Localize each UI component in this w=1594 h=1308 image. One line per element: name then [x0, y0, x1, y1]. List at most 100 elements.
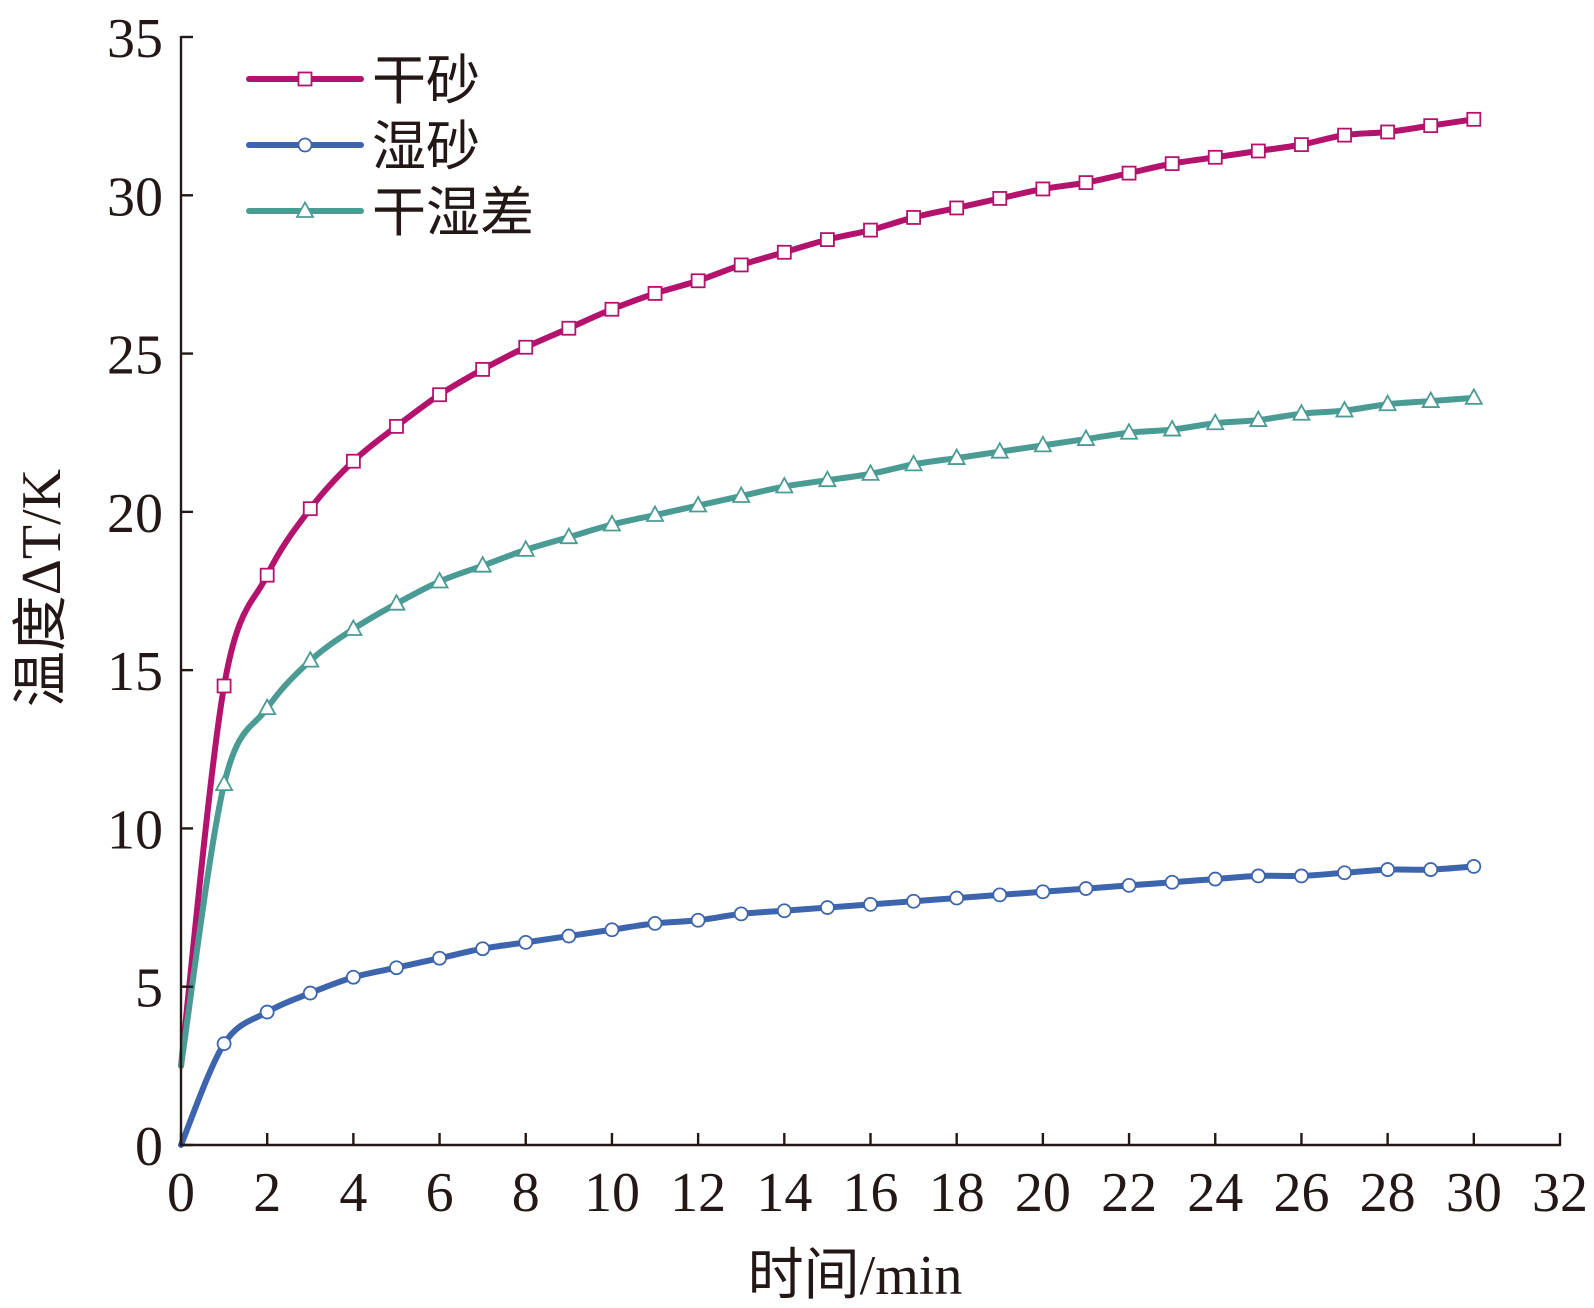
series-dry-wet-difference-point	[1119, 422, 1139, 440]
series-wet-sand-point	[216, 1036, 232, 1052]
y-tick-label: 15	[107, 641, 163, 703]
x-tick-label: 10	[584, 1162, 640, 1224]
y-tick-label: 10	[107, 799, 163, 861]
series-dry-sand-point	[647, 286, 663, 301]
series-dry-sand-point	[1423, 118, 1439, 134]
series-dry-sand-point	[604, 301, 620, 317]
series-dry-sand-point	[475, 361, 491, 377]
y-tick-label: 20	[107, 483, 163, 545]
series-dry-wet-difference-point	[473, 555, 493, 573]
series-dry-sand-point	[216, 678, 232, 694]
series-dry-sand-point	[949, 200, 965, 216]
series-wet-sand-point	[1035, 884, 1051, 900]
series-dry-wet-difference-point	[1033, 435, 1053, 453]
series-dry-wet-difference-point	[257, 697, 277, 716]
series-dry-sand-point	[1337, 127, 1352, 143]
series-wet-sand-point	[432, 950, 447, 966]
series-dry-sand	[178, 111, 1482, 1069]
series-dry-sand-point	[1035, 181, 1051, 197]
x-tick-label: 8	[512, 1162, 540, 1224]
legend-marker-dry-wet-difference	[295, 200, 315, 218]
series-wet-sand-point	[1423, 862, 1439, 877]
series-dry-sand-point	[906, 210, 921, 225]
y-tick-label: 25	[107, 325, 163, 387]
series-wet-sand-point	[1121, 878, 1137, 893]
series-dry-wet-difference-point	[1421, 390, 1441, 408]
series-wet-sand-point	[949, 890, 965, 906]
x-tick-label: 4	[339, 1162, 367, 1224]
series-dry-sand-point	[1466, 111, 1482, 127]
series-dry-sand-point	[1164, 156, 1180, 172]
y-tick-label: 0	[135, 1116, 163, 1178]
legend-label-dry-wet-difference: 干湿差	[372, 183, 534, 243]
series-dry-wet-difference-line	[178, 394, 1477, 1069]
series-wet-sand-point	[1380, 862, 1396, 877]
series-dry-sand-point	[992, 191, 1008, 206]
series-dry-wet-difference-point	[343, 618, 363, 636]
series-dry-sand-point	[733, 257, 749, 273]
y-tick-label: 30	[107, 166, 163, 228]
tick-layer: 0 2 4 6 8 10 12 14 16 18 20 22 24 26 28 30 3205101520253…	[107, 8, 1588, 1224]
series-dry-sand-point	[1250, 143, 1266, 159]
series-dry-wet-difference-point	[300, 650, 320, 668]
series-dry-wet-difference-point	[731, 485, 751, 503]
x-tick-label: 20	[1015, 1162, 1071, 1224]
series-wet-sand-point	[475, 941, 491, 957]
series-dry-sand-point	[561, 320, 577, 336]
series-dry-wet-difference-point	[774, 476, 794, 494]
series-dry-wet-difference-point	[990, 441, 1010, 459]
series-dry-sand-point	[1121, 165, 1137, 181]
series-dry-wet-difference-point	[559, 526, 579, 545]
series-wet-sand-point	[1164, 874, 1180, 890]
series-dry-sand-point	[1380, 124, 1396, 140]
series-wet-sand-point	[1250, 868, 1266, 884]
x-tick-label: 12	[670, 1162, 726, 1224]
series-dry-wet-difference-point	[1335, 400, 1355, 418]
x-axis-title: 时间/min	[748, 1245, 963, 1307]
x-tick-label: 22	[1101, 1162, 1157, 1224]
series-dry-sand-point	[1207, 149, 1223, 165]
series-dry-wet-difference-point	[516, 539, 536, 557]
x-tick-label: 14	[756, 1162, 812, 1224]
series-wet-sand-point	[992, 887, 1008, 903]
series-dry-wet-difference-point	[1378, 393, 1398, 412]
series-wet-sand-point	[776, 903, 792, 919]
x-tick-label: 18	[929, 1162, 985, 1224]
series-dry-sand-point	[432, 387, 447, 403]
series-dry-wet-difference-point	[645, 504, 665, 522]
series-wet-sand-point	[1078, 881, 1094, 896]
series-dry-wet-difference-point	[1205, 412, 1225, 431]
legend-marker-dry-sand	[297, 71, 313, 87]
legend: 干砂 湿砂 干湿差	[246, 51, 534, 243]
series-dry-wet-difference-point	[947, 447, 967, 465]
x-tick-label: 16	[843, 1162, 899, 1224]
series-dry-sand-point	[1294, 137, 1309, 153]
series-dry-sand-point	[776, 244, 792, 260]
x-tick-label: 6	[426, 1162, 454, 1224]
series-dry-wet-difference-point	[214, 773, 234, 792]
series-dry-wet-difference-point	[688, 495, 708, 513]
series-dry-wet-difference-point	[1464, 387, 1484, 405]
series-dry-wet-difference-point	[602, 514, 622, 532]
series-wet-sand-point	[820, 900, 835, 915]
series-wet-sand-point	[733, 906, 749, 922]
series-wet-sand-point	[1207, 871, 1223, 887]
series-wet-sand-point	[389, 960, 404, 976]
series-dry-sand-point	[302, 501, 318, 517]
x-tick-label: 2	[253, 1162, 281, 1224]
y-tick-label: 35	[107, 8, 163, 70]
x-tick-label: 32	[1532, 1162, 1588, 1224]
legend-marker-wet-sand	[297, 137, 313, 153]
series-dry-sand-point	[690, 273, 706, 289]
series-dry-sand-point	[345, 453, 361, 469]
x-tick-label: 28	[1360, 1162, 1416, 1224]
series-dry-sand-point	[820, 232, 835, 248]
series-dry-wet-difference-point	[1248, 409, 1268, 427]
series-dry-sand-point	[259, 567, 275, 583]
series-wet-sand-point	[518, 934, 534, 950]
series-wet-sand	[178, 859, 1482, 1148]
x-tick-label: 30	[1446, 1162, 1502, 1224]
series-dry-sand-line	[178, 116, 1477, 1069]
series-layer	[178, 111, 1484, 1148]
